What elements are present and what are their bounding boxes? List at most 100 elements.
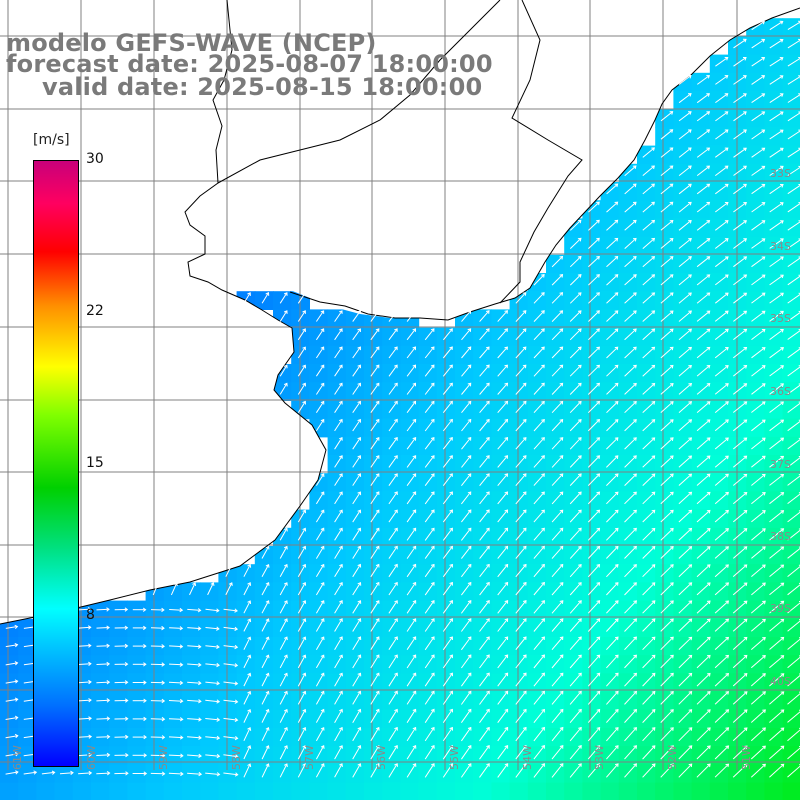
wind-arrow-shaft xyxy=(642,673,656,687)
wind-arrow-shaft xyxy=(751,274,766,286)
wind-arrow-shaft xyxy=(189,582,196,596)
wind-arrow-shaft xyxy=(533,763,545,778)
wind-arrow-head xyxy=(467,763,472,767)
wind-arrow-head xyxy=(706,111,711,115)
wind-arrow-shaft xyxy=(479,600,490,614)
wind-arrow-shaft xyxy=(243,618,251,632)
wind-arrow xyxy=(114,698,129,703)
wind-arrow-shaft xyxy=(751,184,765,195)
wind-arrow xyxy=(132,643,147,649)
wind-arrow-head xyxy=(724,111,729,115)
wind-arrow xyxy=(769,238,784,249)
wind-arrow-head xyxy=(283,600,288,604)
wind-arrow xyxy=(114,752,129,758)
wind-arrow xyxy=(606,473,619,486)
wind-arrow-shaft xyxy=(223,626,238,630)
wind-arrow xyxy=(660,419,674,432)
wind-arrow xyxy=(261,654,270,669)
wind-arrow-shaft xyxy=(78,663,91,665)
wind-arrow xyxy=(696,364,711,377)
wind-arrow-shaft xyxy=(787,348,800,359)
wind-arrow xyxy=(279,654,288,669)
wind-arrow-shaft xyxy=(352,564,361,578)
wind-arrow-head xyxy=(522,473,527,477)
wind-arrow-shaft xyxy=(461,401,472,414)
wind-arrow xyxy=(732,546,748,559)
wind-arrow-head xyxy=(541,636,545,641)
wind-arrow xyxy=(696,745,711,760)
wind-arrow-head xyxy=(761,75,766,79)
wind-arrow xyxy=(569,708,582,724)
wind-arrow-head xyxy=(375,509,380,514)
wind-arrow-head xyxy=(14,679,19,684)
wind-arrow-shaft xyxy=(315,654,325,669)
wind-arrow xyxy=(515,509,527,523)
wind-arrow-head xyxy=(706,346,711,351)
wind-arrow xyxy=(114,643,129,649)
wind-arrow-shaft xyxy=(461,546,472,559)
wind-arrow-shaft xyxy=(750,673,766,687)
wind-arrow-head xyxy=(669,419,674,423)
wind-arrow-head xyxy=(633,600,638,604)
wind-arrow-head xyxy=(725,509,729,514)
wind-arrow-shaft xyxy=(624,727,637,742)
wind-arrow xyxy=(223,663,239,668)
wind-arrow-shaft xyxy=(624,564,637,578)
wind-arrow xyxy=(769,365,784,377)
wind-arrow-shaft xyxy=(678,582,692,596)
wind-arrow-shaft xyxy=(678,129,692,140)
wind-arrow-shaft xyxy=(388,401,398,413)
wind-arrow-head xyxy=(596,654,601,659)
wind-arrow-head xyxy=(486,708,490,713)
wind-arrow xyxy=(315,418,325,432)
wind-arrow-head xyxy=(197,644,202,649)
wind-arrow xyxy=(497,418,509,432)
wind-arrow-shaft xyxy=(696,437,711,450)
wind-arrow-head xyxy=(302,400,306,405)
wind-arrow xyxy=(642,618,656,632)
wind-arrow xyxy=(424,690,435,705)
wind-arrow-shaft xyxy=(388,600,398,614)
wind-arrow xyxy=(315,636,325,650)
wind-speed-cell xyxy=(54,782,74,800)
wind-arrow-head xyxy=(779,202,784,206)
wind-arrow-head xyxy=(394,618,398,622)
wind-arrow-head xyxy=(688,491,693,496)
wind-arrow-head xyxy=(669,256,674,260)
wind-arrow-head xyxy=(577,382,582,387)
wind-arrow-head xyxy=(688,419,693,423)
wind-arrow-shaft xyxy=(424,709,435,723)
wind-arrow-shaft xyxy=(769,474,784,486)
wind-arrow-head xyxy=(706,437,711,442)
wind-arrow-shaft xyxy=(624,183,637,195)
wind-arrow xyxy=(678,292,692,304)
wind-arrow-head xyxy=(88,716,92,721)
wind-arrow xyxy=(714,582,730,596)
wind-arrow-head xyxy=(234,735,239,741)
wind-arrow-shaft xyxy=(678,365,692,377)
wind-arrow xyxy=(388,690,398,705)
wind-arrow-shaft xyxy=(533,382,545,395)
wind-arrow xyxy=(334,763,343,778)
wind-arrow-shaft xyxy=(533,654,545,669)
wind-arrow xyxy=(588,237,600,249)
wind-arrow-head xyxy=(633,382,637,387)
wind-arrow-head xyxy=(577,237,582,242)
wind-arrow-shaft xyxy=(352,528,361,541)
wind-arrow xyxy=(569,310,582,322)
wind-arrow-head xyxy=(761,437,766,442)
wind-arrow-head xyxy=(357,509,362,514)
wind-arrow xyxy=(660,256,674,268)
wind-arrow-head xyxy=(743,93,747,97)
wind-arrow-shaft xyxy=(388,672,398,687)
wind-arrow-shaft xyxy=(479,310,490,322)
wind-arrow-head xyxy=(743,328,748,333)
wind-arrow-shaft xyxy=(352,600,361,614)
wind-arrow-shaft xyxy=(315,473,325,486)
wind-arrow xyxy=(460,744,472,760)
wind-arrow-head xyxy=(761,57,766,61)
wind-arrow xyxy=(787,111,800,122)
wind-arrow-shaft xyxy=(733,329,747,340)
wind-arrow xyxy=(479,745,490,760)
wind-speed-cell xyxy=(655,782,674,800)
